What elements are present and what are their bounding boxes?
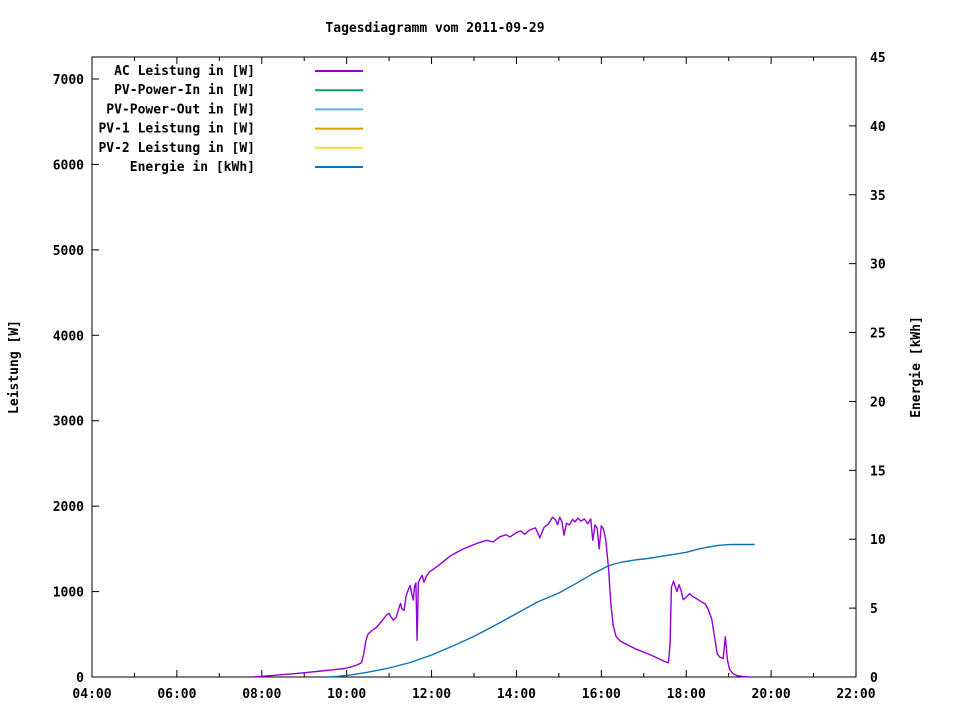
y-right-tick-label: 35: [870, 189, 886, 204]
x-tick-label: 14:00: [497, 687, 536, 702]
energie-series: [326, 543, 755, 678]
y-right-tick-label: 20: [870, 395, 886, 410]
y-right-tick-label: 25: [870, 327, 886, 342]
legend-label-pv-power-out: PV-Power-Out in [W]: [106, 102, 255, 117]
legend-label-pv-2-leistung: PV-2 Leistung in [W]: [98, 141, 255, 156]
y-right-tick-label: 45: [870, 51, 886, 66]
y-right-tick-label: 30: [870, 258, 886, 273]
x-tick-label: 18:00: [667, 687, 706, 702]
y-left-tick-label: 6000: [53, 158, 84, 173]
y-left-tick-label: 5000: [53, 244, 84, 259]
legend-label-pv-power-in: PV-Power-In in [W]: [114, 83, 255, 98]
y-left-tick-label: 0: [76, 671, 84, 686]
ac-leistung-series: [251, 516, 751, 678]
x-tick-label: 10:00: [327, 687, 366, 702]
x-tick-label: 16:00: [582, 687, 621, 702]
y-left-tick-label: 7000: [53, 73, 84, 88]
x-tick-label: 22:00: [836, 687, 875, 702]
x-tick-label: 06:00: [157, 687, 196, 702]
y-left-axis-label: Leistung [W]: [7, 320, 22, 414]
y-right-axis-label: Energie [kWh]: [909, 316, 924, 418]
x-tick-label: 20:00: [752, 687, 791, 702]
y-left-tick-label: 4000: [53, 329, 84, 344]
y-left-tick-label: 3000: [53, 415, 84, 430]
chart-title: Tagesdiagramm vom 2011-09-29: [325, 21, 545, 36]
y-right-tick-label: 0: [870, 671, 878, 686]
legend-label-energie: Energie in [kWh]: [130, 160, 255, 175]
y-left-tick-label: 1000: [53, 586, 84, 601]
y-right-tick-label: 5: [870, 602, 878, 617]
legend-label-ac-leistung: AC Leistung in [W]: [114, 64, 255, 79]
x-tick-label: 04:00: [72, 687, 111, 702]
y-right-tick-label: 40: [870, 120, 886, 135]
y-right-tick-label: 10: [870, 533, 886, 548]
y-left-tick-label: 2000: [53, 500, 84, 515]
legend-label-pv-1-leistung: PV-1 Leistung in [W]: [98, 122, 255, 137]
x-tick-label: 08:00: [242, 687, 281, 702]
x-tick-label: 12:00: [412, 687, 451, 702]
y-right-tick-label: 15: [870, 464, 886, 479]
